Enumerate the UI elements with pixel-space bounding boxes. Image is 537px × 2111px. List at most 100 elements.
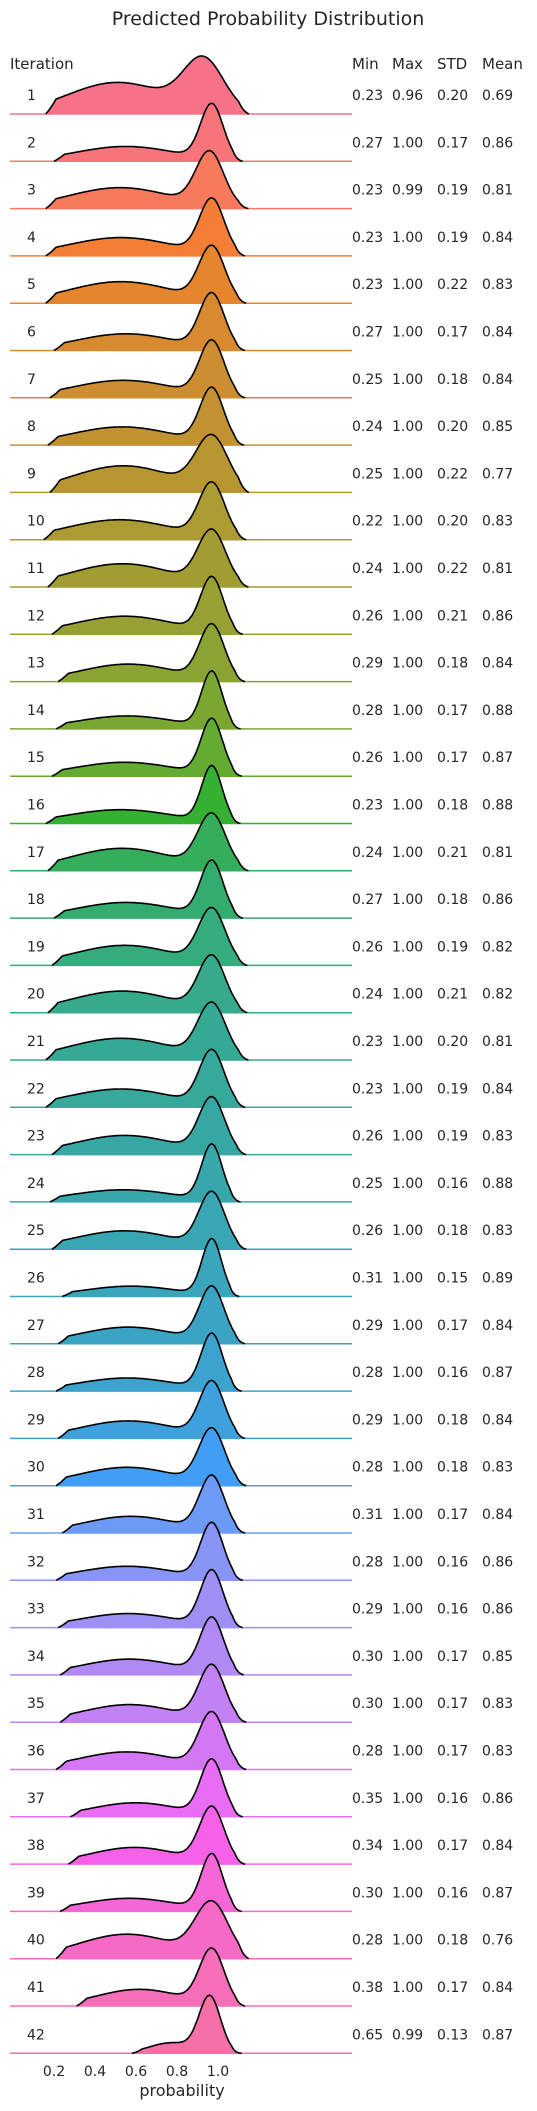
max-value: 1.00 [392, 1318, 423, 1334]
iteration-label: 38 [27, 1838, 45, 1854]
iteration-label: 4 [27, 230, 36, 246]
ridge-40: 40 0.28 1.00 0.18 0.76 [10, 1899, 513, 1960]
ridge-fill [45, 56, 249, 114]
std-value: 0.17 [437, 1696, 468, 1712]
min-value: 0.23 [352, 1034, 383, 1050]
iteration-label: 32 [27, 1554, 45, 1570]
std-value: 0.20 [437, 514, 468, 530]
iteration-label: 26 [27, 1271, 45, 1287]
ridge-outline [131, 1994, 242, 2055]
std-value: 0.19 [437, 183, 468, 199]
ridge-24: 24 0.25 1.00 0.16 0.88 [10, 1143, 513, 1203]
ridge-fill [45, 765, 241, 824]
mean-value: 0.87 [482, 750, 513, 766]
ridge-fill [131, 1995, 242, 2054]
min-value: 0.35 [352, 1791, 383, 1807]
max-value: 1.00 [392, 1602, 423, 1618]
mean-value: 0.85 [482, 1649, 513, 1665]
min-value: 0.23 [352, 183, 383, 199]
max-value: 1.00 [392, 419, 423, 435]
mean-value: 0.81 [482, 183, 513, 199]
min-header: Min [352, 55, 379, 73]
mean-value: 0.84 [482, 1081, 513, 1097]
std-value: 0.18 [437, 372, 468, 388]
mean-value: 0.86 [482, 1791, 513, 1807]
ridge-outline [51, 1190, 247, 1250]
std-value: 0.21 [437, 987, 468, 1003]
min-value: 0.28 [352, 1933, 383, 1949]
min-value: 0.26 [352, 1223, 383, 1239]
iteration-label: 42 [27, 2027, 45, 2043]
ridge-outline [55, 1899, 250, 1960]
std-value: 0.18 [437, 1460, 468, 1476]
iteration-label: 20 [27, 987, 45, 1003]
x-tick-label: 1.0 [207, 2064, 229, 2080]
ridge-fill [45, 1002, 249, 1060]
max-value: 1.00 [392, 1696, 423, 1712]
std-value: 0.19 [437, 230, 468, 246]
max-value: 1.00 [392, 656, 423, 672]
ridge-41: 41 0.38 1.00 0.17 0.84 [10, 1947, 513, 2007]
iteration-header: Iteration [10, 55, 74, 73]
mean-value: 0.83 [482, 1129, 513, 1145]
ridge-fill [45, 1049, 246, 1108]
min-value: 0.23 [352, 88, 383, 104]
ridge-fill [56, 1900, 249, 1959]
iteration-label: 28 [27, 1365, 45, 1381]
std-value: 0.18 [437, 892, 468, 908]
std-value: 0.18 [437, 656, 468, 672]
std-value: 0.16 [437, 1554, 468, 1570]
std-value: 0.21 [437, 845, 468, 861]
iteration-label: 17 [27, 845, 45, 861]
std-value: 0.17 [437, 1744, 468, 1760]
ridge-21: 21 0.23 1.00 0.20 0.81 [10, 1001, 513, 1061]
iteration-label: 22 [27, 1081, 45, 1097]
ridge-outline [55, 1332, 242, 1392]
min-value: 0.26 [352, 750, 383, 766]
mean-value: 0.84 [482, 1318, 513, 1334]
mean-value: 0.87 [482, 1885, 513, 1901]
ridge-fill [58, 623, 246, 682]
min-value: 0.25 [352, 1176, 383, 1192]
ridge-outline [51, 1095, 247, 1156]
ridge-outline [47, 953, 248, 1014]
max-value: 1.00 [392, 1980, 423, 1996]
ridge-11: 11 0.24 1.00 0.22 0.81 [10, 528, 513, 588]
ridge-27: 27 0.29 1.00 0.17 0.84 [10, 1284, 513, 1345]
max-value: 1.00 [392, 1034, 423, 1050]
ridge-42: 42 0.65 0.99 0.13 0.87 [10, 1994, 513, 2055]
ridge-outline [51, 575, 244, 636]
std-value: 0.17 [437, 135, 468, 151]
ridge-outline [51, 717, 242, 777]
ridge-39: 39 0.30 1.00 0.16 0.87 [10, 1852, 513, 1913]
max-value: 1.00 [392, 750, 423, 766]
min-value: 0.26 [352, 1129, 383, 1145]
std-value: 0.16 [437, 1602, 468, 1618]
ridge-38: 38 0.34 1.00 0.17 0.84 [10, 1805, 513, 1865]
iteration-label: 16 [27, 798, 45, 814]
ridge-outline [57, 1379, 246, 1440]
ridge-fill [60, 1616, 244, 1675]
std-value: 0.22 [437, 466, 468, 482]
min-value: 0.29 [352, 656, 383, 672]
iteration-label: 6 [27, 325, 36, 341]
ridge-outline [59, 1663, 247, 1723]
ridge-outline [49, 338, 246, 399]
ridge-outline [59, 1616, 245, 1676]
ridge-fill [45, 245, 247, 304]
iteration-label: 25 [27, 1223, 45, 1239]
min-value: 0.25 [352, 372, 383, 388]
max-value: 1.00 [392, 1649, 423, 1665]
std-value: 0.17 [437, 1980, 468, 1996]
mean-value: 0.69 [482, 88, 513, 104]
mean-value: 0.84 [482, 1838, 513, 1854]
std-value: 0.20 [437, 1034, 468, 1050]
ridge-fill [54, 103, 243, 162]
ridge-fill [56, 670, 241, 729]
ridge-outline [61, 1237, 240, 1298]
min-value: 0.31 [352, 1271, 383, 1287]
ridge-8: 8 0.24 1.00 0.20 0.85 [10, 386, 513, 446]
ridge-outline [55, 1710, 247, 1771]
mean-value: 0.81 [482, 845, 513, 861]
iteration-label: 34 [27, 1649, 45, 1665]
